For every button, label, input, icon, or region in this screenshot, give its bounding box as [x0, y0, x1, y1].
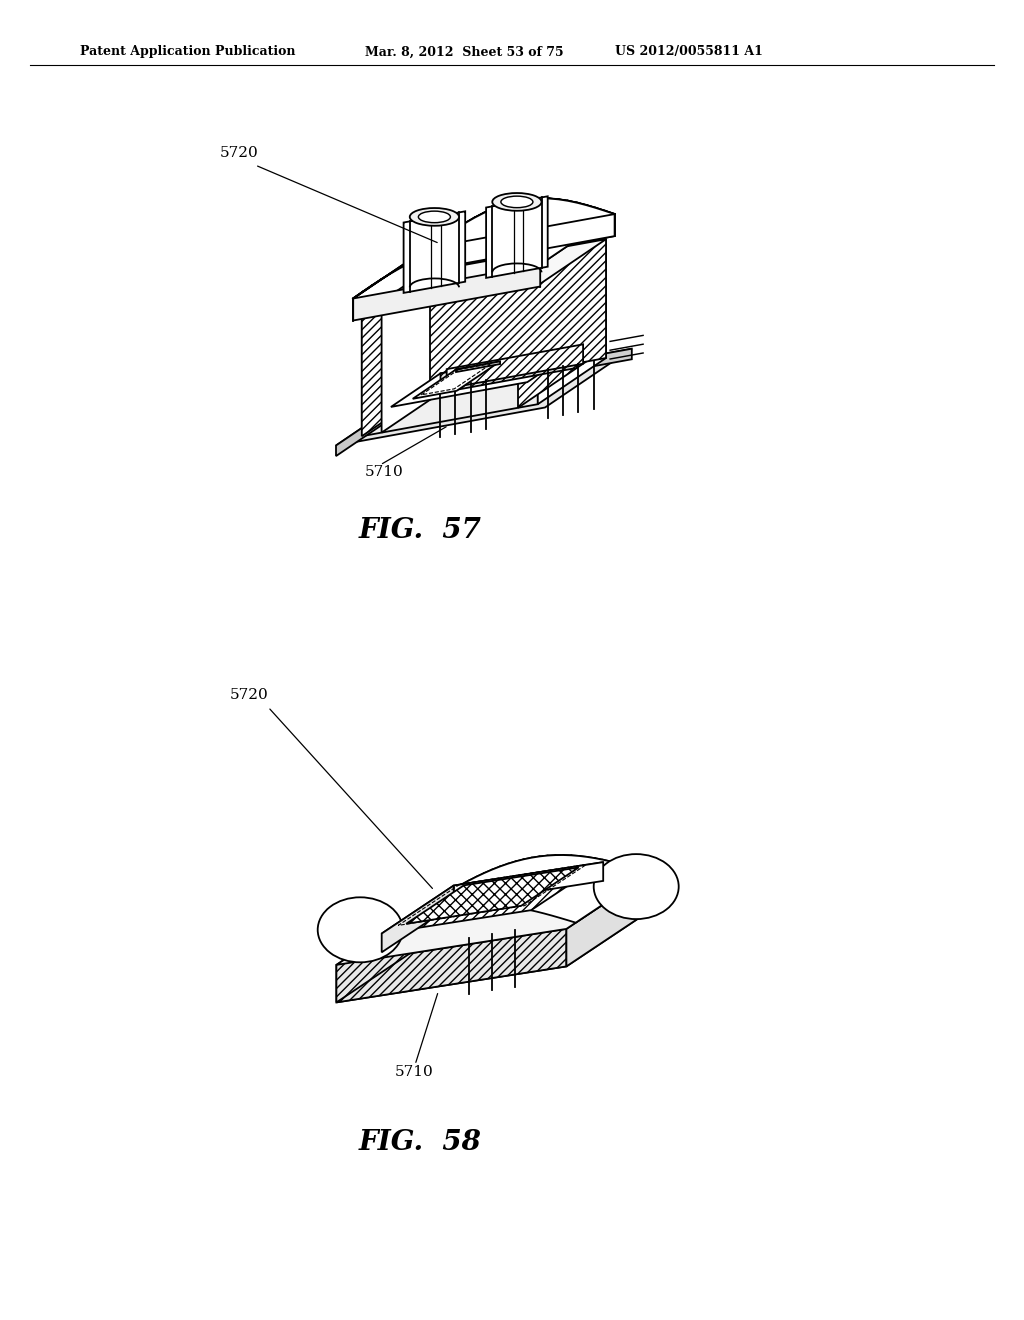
Polygon shape [337, 929, 566, 1002]
Polygon shape [337, 903, 430, 1002]
Polygon shape [336, 348, 632, 446]
Ellipse shape [317, 898, 402, 962]
Polygon shape [336, 387, 423, 455]
Text: US 2012/0055811 A1: US 2012/0055811 A1 [615, 45, 763, 58]
Polygon shape [413, 362, 500, 399]
Polygon shape [353, 198, 614, 298]
Polygon shape [518, 239, 606, 289]
Polygon shape [346, 855, 650, 958]
Polygon shape [353, 248, 428, 321]
Polygon shape [382, 268, 450, 433]
Ellipse shape [419, 211, 451, 223]
Text: 5720: 5720 [230, 688, 268, 702]
Ellipse shape [493, 193, 542, 211]
Ellipse shape [410, 209, 459, 226]
Polygon shape [430, 866, 660, 940]
Polygon shape [353, 264, 541, 321]
Polygon shape [538, 239, 606, 404]
Polygon shape [566, 866, 660, 966]
Polygon shape [407, 867, 579, 924]
Text: Mar. 8, 2012  Sheet 53 of 75: Mar. 8, 2012 Sheet 53 of 75 [365, 45, 563, 58]
Text: FIG.  57: FIG. 57 [358, 516, 481, 544]
Text: Patent Application Publication: Patent Application Publication [80, 45, 296, 58]
Polygon shape [337, 904, 660, 1002]
Polygon shape [391, 348, 577, 407]
Polygon shape [382, 886, 454, 952]
Polygon shape [518, 243, 586, 408]
Polygon shape [403, 211, 465, 293]
Polygon shape [440, 348, 577, 393]
Polygon shape [361, 285, 538, 436]
Text: 5710: 5710 [365, 465, 403, 479]
Ellipse shape [501, 197, 532, 207]
Polygon shape [361, 239, 606, 317]
Polygon shape [361, 268, 450, 317]
Polygon shape [423, 348, 632, 397]
Polygon shape [456, 362, 500, 372]
Polygon shape [428, 198, 614, 271]
Ellipse shape [594, 854, 679, 919]
Polygon shape [337, 866, 660, 965]
Polygon shape [454, 862, 603, 904]
Polygon shape [428, 214, 614, 271]
Polygon shape [382, 862, 603, 933]
Polygon shape [486, 197, 548, 279]
Polygon shape [430, 239, 606, 389]
Polygon shape [361, 271, 430, 436]
Polygon shape [446, 345, 583, 388]
Text: FIG.  58: FIG. 58 [358, 1130, 481, 1156]
Text: 5710: 5710 [395, 1065, 434, 1078]
Text: 5720: 5720 [220, 147, 259, 160]
